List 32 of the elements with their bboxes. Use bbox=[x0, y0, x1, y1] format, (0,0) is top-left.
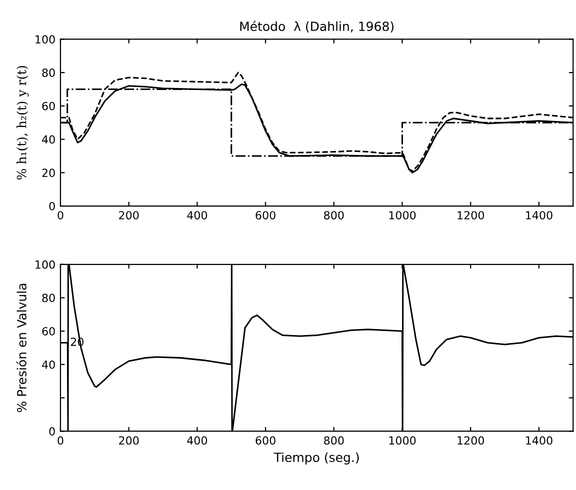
chart-title: Método λ (Dahlin, 1968) bbox=[240, 20, 394, 33]
y-tick-label: 80 bbox=[42, 68, 55, 77]
x-tick-label: 1400 bbox=[526, 436, 552, 445]
x-tick-label: 0 bbox=[58, 211, 64, 220]
x-tick-label: 200 bbox=[119, 211, 139, 220]
x-tick-label: 400 bbox=[187, 436, 208, 445]
x-tick-label: 1200 bbox=[458, 211, 484, 220]
y-tick-label: 100 bbox=[36, 260, 55, 269]
x-tick-label: 800 bbox=[324, 436, 344, 445]
y-tick-label: 100 bbox=[36, 35, 55, 44]
y-axis-title: % Presión en Valvula bbox=[16, 284, 26, 412]
x-tick-label: 1000 bbox=[389, 436, 416, 445]
x-tick-label: 600 bbox=[256, 211, 276, 220]
x-tick-label: 1400 bbox=[526, 211, 552, 220]
y-tick-label: 0 bbox=[49, 427, 55, 436]
y-axis-title: % h₁(t), h₂(t) y r(t) bbox=[16, 66, 29, 180]
y-tick-label: 40 bbox=[42, 360, 55, 369]
y-tick-label: 40 bbox=[42, 135, 55, 144]
x-tick-label: 400 bbox=[187, 211, 208, 220]
y-tick-label: 60 bbox=[42, 327, 55, 336]
x-tick-label: 1200 bbox=[458, 436, 484, 445]
y-tick-label: 20 bbox=[42, 168, 55, 178]
x-tick-label: 600 bbox=[256, 436, 276, 445]
x-tick-label: 0 bbox=[58, 436, 64, 445]
y-tick-label: 60 bbox=[42, 102, 55, 110]
y-tick-label: 0 bbox=[49, 202, 55, 210]
x-axis-title: Tiempo (seg.) bbox=[274, 452, 359, 464]
x-tick-label: 800 bbox=[324, 211, 344, 220]
x-tick-label: 1000 bbox=[389, 211, 416, 220]
x-tick-label: 200 bbox=[119, 436, 139, 445]
y-tick-label: 80 bbox=[42, 294, 55, 302]
line-series bbox=[60, 264, 574, 432]
